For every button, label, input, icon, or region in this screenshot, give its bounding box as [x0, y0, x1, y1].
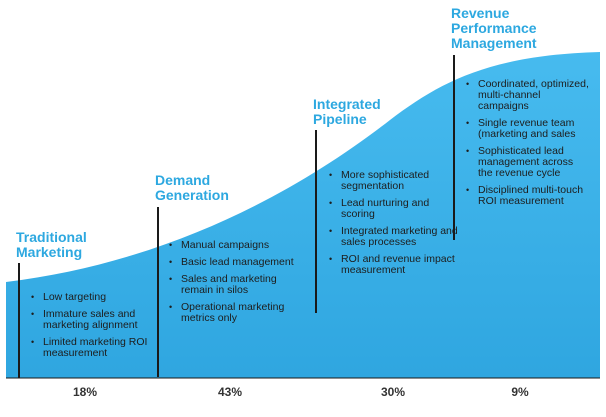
list-item: Manual campaigns [168, 240, 303, 252]
list-item: Operational marketing metrics only [168, 302, 303, 324]
list-item: More sophisticated segmentation [328, 170, 463, 192]
list-item: Limited marketing ROI measurement [30, 337, 155, 359]
stage-share-integrated-pipeline: 30% [380, 385, 406, 399]
list-item: Integrated marketing and sales processes [328, 226, 463, 248]
stage-bullets-traditional-marketing: Low targeting Immature sales and marketi… [30, 292, 155, 365]
list-item: ROI and revenue impact measurement [328, 254, 463, 276]
stage-divider-3 [315, 130, 317, 313]
stage-divider-4 [453, 55, 455, 240]
list-item: Lead nurturing and scoring [328, 198, 463, 220]
stage-share-traditional-marketing: 18% [72, 385, 98, 399]
stage-bullets-revenue-performance-management: Coordinated, optimized, multi-channel ca… [465, 79, 590, 213]
list-item: Sophisticated lead management across the… [465, 146, 590, 179]
stage-divider-1 [18, 263, 20, 378]
stage-title-revenue-performance-management: Revenue Performance Management [451, 5, 537, 51]
stage-share-revenue-performance-management: 9% [511, 385, 529, 399]
stage-title-integrated-pipeline: Integrated Pipeline [313, 96, 381, 127]
list-item: Low targeting [30, 292, 155, 304]
stage-bullets-integrated-pipeline: More sophisticated segmentation Lead nur… [328, 170, 463, 282]
stage-share-demand-generation: 43% [217, 385, 243, 399]
list-item: Sales and marketing remain in silos [168, 274, 303, 296]
stage-title-demand-generation: Demand Generation [155, 172, 229, 203]
list-item: Single revenue team (marketing and sales [465, 118, 590, 140]
list-item: Immature sales and marketing alignment [30, 309, 155, 331]
stage-title-traditional-marketing: Traditional Marketing [16, 229, 87, 260]
stage-bullets-demand-generation: Manual campaigns Basic lead management S… [168, 240, 303, 330]
list-item: Disciplined multi-touch ROI measurement [465, 185, 590, 207]
list-item: Basic lead management [168, 257, 303, 269]
stage-divider-2 [157, 207, 159, 377]
list-item: Coordinated, optimized, multi-channel ca… [465, 79, 590, 112]
